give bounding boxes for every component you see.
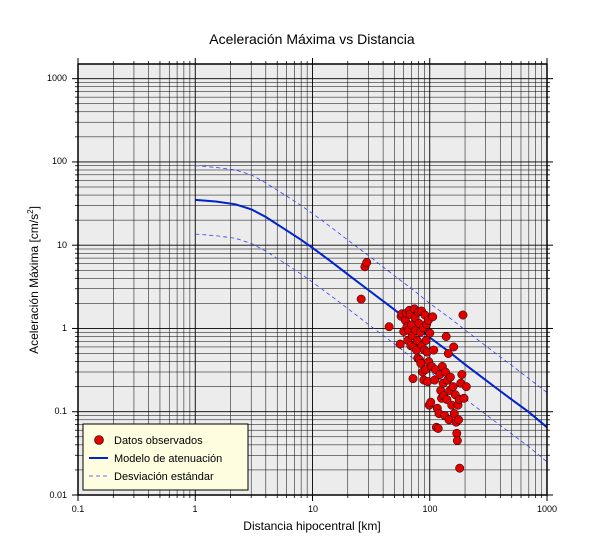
model-curve: [195, 198, 548, 429]
data-point: [433, 423, 443, 433]
y-tick-label: 0.1: [54, 406, 67, 416]
stddev-line-path: [195, 233, 548, 463]
data-point: [449, 409, 459, 419]
data-point: [362, 258, 372, 267]
data-point: [455, 463, 465, 473]
data-point: [425, 328, 435, 338]
y-axis-label-sup: 2: [26, 209, 35, 214]
chart-title: Aceleración Máxima vs Distancia: [209, 31, 415, 47]
data-point: [445, 372, 455, 382]
x-tick-label: 0.1: [72, 504, 85, 514]
legend-label: Desviación estándar: [114, 471, 214, 483]
data-point: [461, 382, 471, 392]
y-tick-label: 1: [62, 323, 67, 333]
data-point: [449, 342, 459, 352]
data-point: [384, 322, 394, 332]
data-point: [421, 335, 431, 345]
y-tick-label: 10: [57, 240, 67, 250]
data-point: [457, 370, 467, 379]
legend: Datos observados Modelo de atenuación De…: [82, 423, 249, 491]
legend-label: Modelo de atenuación: [114, 453, 222, 465]
data-point: [448, 382, 458, 392]
x-tick-label: 10: [308, 504, 318, 514]
data-point: [430, 375, 440, 385]
x-tick-label: 100: [422, 504, 437, 514]
data-point: [356, 294, 366, 304]
data-point: [454, 415, 463, 425]
data-point: [429, 345, 439, 355]
data-point: [458, 310, 468, 320]
model-line-path: [195, 198, 548, 429]
stddev-curves: [195, 165, 548, 463]
y-tick-label: 0.01: [49, 490, 67, 500]
data-point: [459, 393, 469, 403]
data-point: [441, 332, 451, 341]
y-tick-label: 100: [52, 156, 67, 166]
legend-point-marker: [94, 435, 104, 445]
data-point: [395, 339, 405, 349]
x-axis-label: Distancia hipocentral [km]: [243, 519, 380, 533]
plot-frame: [77, 63, 548, 496]
y-axis-label: Aceleración Máxima [cm/s2]: [26, 206, 41, 354]
legend-label: Datos observados: [114, 435, 203, 447]
data-point: [408, 374, 418, 384]
x-tick-label: 1: [192, 504, 197, 514]
data-point: [443, 349, 453, 358]
stddev-line-path: [195, 165, 548, 393]
y-axis-label-main: Aceleración Máxima [cm/s: [27, 214, 41, 354]
legend-box: [82, 423, 249, 491]
data-point: [426, 397, 436, 407]
y-axis-label-close: ]: [27, 206, 41, 209]
y-tick-label: 1000: [47, 73, 67, 83]
data-point: [428, 312, 438, 322]
x-tick-label: 1000: [537, 504, 557, 514]
data-points: [356, 258, 471, 473]
data-point: [452, 436, 462, 446]
